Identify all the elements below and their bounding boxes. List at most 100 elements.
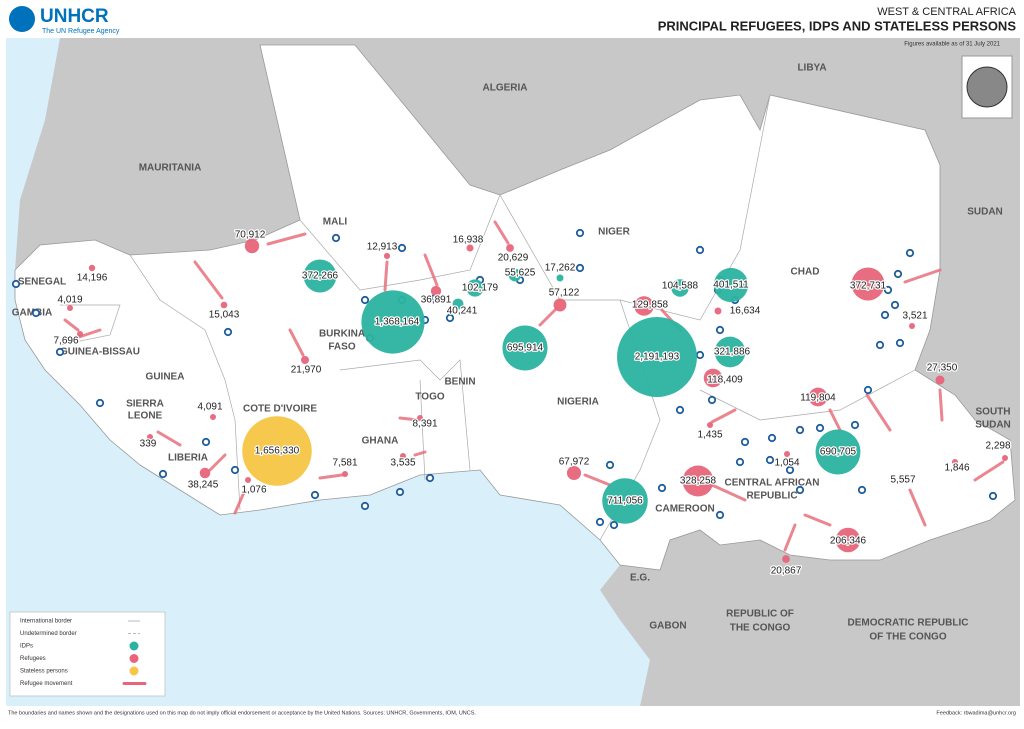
refugees-label: 27,350 (927, 363, 958, 374)
refugees-label: 3,521 (902, 311, 927, 322)
movement-arrow (908, 488, 927, 527)
camp-icon (795, 485, 805, 495)
movement-arrow (903, 268, 942, 284)
refugees-bubble (835, 527, 861, 553)
footer-bg (6, 706, 1020, 724)
country-label: OF THE CONGO (869, 632, 946, 643)
legend-label: Stateless persons (20, 669, 68, 675)
refugees-bubble (566, 465, 582, 481)
camp-icon (863, 385, 873, 395)
refugees-bubble (383, 252, 391, 260)
camp-icon (55, 347, 65, 357)
refugees-bubble (430, 285, 442, 297)
refugees-label: 206,346 (830, 536, 867, 547)
country-label: NIGER (598, 227, 630, 238)
movement-arrow (63, 318, 80, 332)
refugees-bubble (707, 422, 713, 428)
idps-label: 102,179 (462, 283, 499, 294)
refugees-label: 14,196 (77, 273, 108, 284)
refugees-bubble (784, 451, 790, 457)
country-label: LIBERIA (168, 453, 208, 464)
camp-icon (360, 295, 370, 305)
camp-icon (893, 269, 903, 279)
camp-icon (988, 491, 998, 501)
legend-label: Refugees (20, 656, 46, 662)
idps-label: 40,241 (447, 306, 478, 317)
camp-icon (605, 460, 615, 470)
refugees-label: 20,629 (498, 253, 529, 264)
country-label: BURKINA (319, 329, 365, 340)
refugees-label: 129,858 (632, 300, 669, 311)
refugees-label: 7,696 (53, 336, 78, 347)
country-label: LIBYA (797, 63, 826, 74)
camp-icon (883, 285, 893, 295)
idps-bubble (303, 259, 337, 293)
refugees-label: 20,867 (771, 566, 802, 577)
refugees-bubble (417, 415, 423, 421)
refugees-label: 372,731 (850, 281, 887, 292)
idps-label: 1,368,164 (375, 317, 420, 328)
refugees-label: 21,970 (291, 365, 322, 376)
legend-label: International border (20, 619, 72, 625)
refugees-label: 119,804 (800, 393, 836, 404)
refugees-label: 15,043 (209, 310, 240, 321)
refugees-label: 4,019 (57, 295, 82, 306)
camp-icon (575, 228, 585, 238)
refugees-bubble (300, 355, 310, 365)
refugees-bubble (400, 453, 406, 459)
movement-arrow (318, 473, 344, 480)
camp-icon (880, 310, 890, 320)
camp-icon (895, 338, 905, 348)
refugees-label: 118,409 (707, 375, 743, 386)
refugees-bubble (714, 307, 722, 315)
movement-arrow (266, 232, 307, 246)
camp-icon (223, 327, 233, 337)
camp-icon (740, 437, 750, 447)
country-label: CENTRAL AFRICAN (725, 478, 820, 489)
refugees-bubble (342, 471, 348, 477)
movement-arrow (208, 453, 227, 472)
movement-arrow (383, 260, 389, 292)
camp-icon (445, 313, 455, 323)
refugees-label: 328,258 (680, 476, 717, 487)
idps-bubble (466, 279, 484, 297)
refugees-label: 3,535 (390, 458, 415, 469)
movement-arrow (783, 523, 797, 552)
refugees-label: 5,557 (890, 475, 915, 486)
country-label: GUINEA-BISSAU (60, 347, 140, 358)
country-label: SENEGAL (18, 277, 66, 288)
movement-arrow (413, 450, 427, 457)
idps-bubble (671, 279, 689, 297)
idps-bubble (714, 336, 746, 368)
country-label: E.G. (630, 573, 650, 584)
camp-icon (715, 325, 725, 335)
country-label: REPUBLIC (746, 491, 797, 502)
refugees-bubble (147, 434, 153, 440)
refugees-bubble (245, 477, 251, 483)
camp-icon (609, 520, 619, 530)
refugees-label: 8,391 (412, 419, 437, 430)
country-label: CHAD (791, 267, 820, 278)
refugees-bubble (703, 368, 723, 388)
idps-bubble (502, 325, 548, 371)
camp-icon (695, 350, 705, 360)
country-label: BENIN (444, 377, 475, 388)
refugees-label: 16,938 (453, 235, 484, 246)
date-note: Figures available as of 31 July 2021 (904, 42, 1000, 48)
legend-swatch (129, 654, 139, 663)
movement-arrow (710, 483, 747, 502)
refugees-bubble (88, 264, 96, 272)
country-label: MAURITANIA (139, 163, 202, 174)
ocean (6, 38, 650, 706)
region-title: WEST & CENTRAL AFRICA (877, 6, 1016, 18)
refugees-bubble (851, 267, 885, 301)
idps-label: 55,625 (505, 268, 536, 279)
refugees-bubble (77, 331, 83, 337)
country-label: GHANA (362, 436, 399, 447)
legend-swatch (129, 666, 139, 676)
camp-icon (765, 455, 775, 465)
movement-arrow (156, 430, 182, 447)
country-label: GABON (649, 621, 686, 632)
country-label: SUDAN (967, 207, 1003, 218)
refugees-bubble (199, 467, 211, 479)
